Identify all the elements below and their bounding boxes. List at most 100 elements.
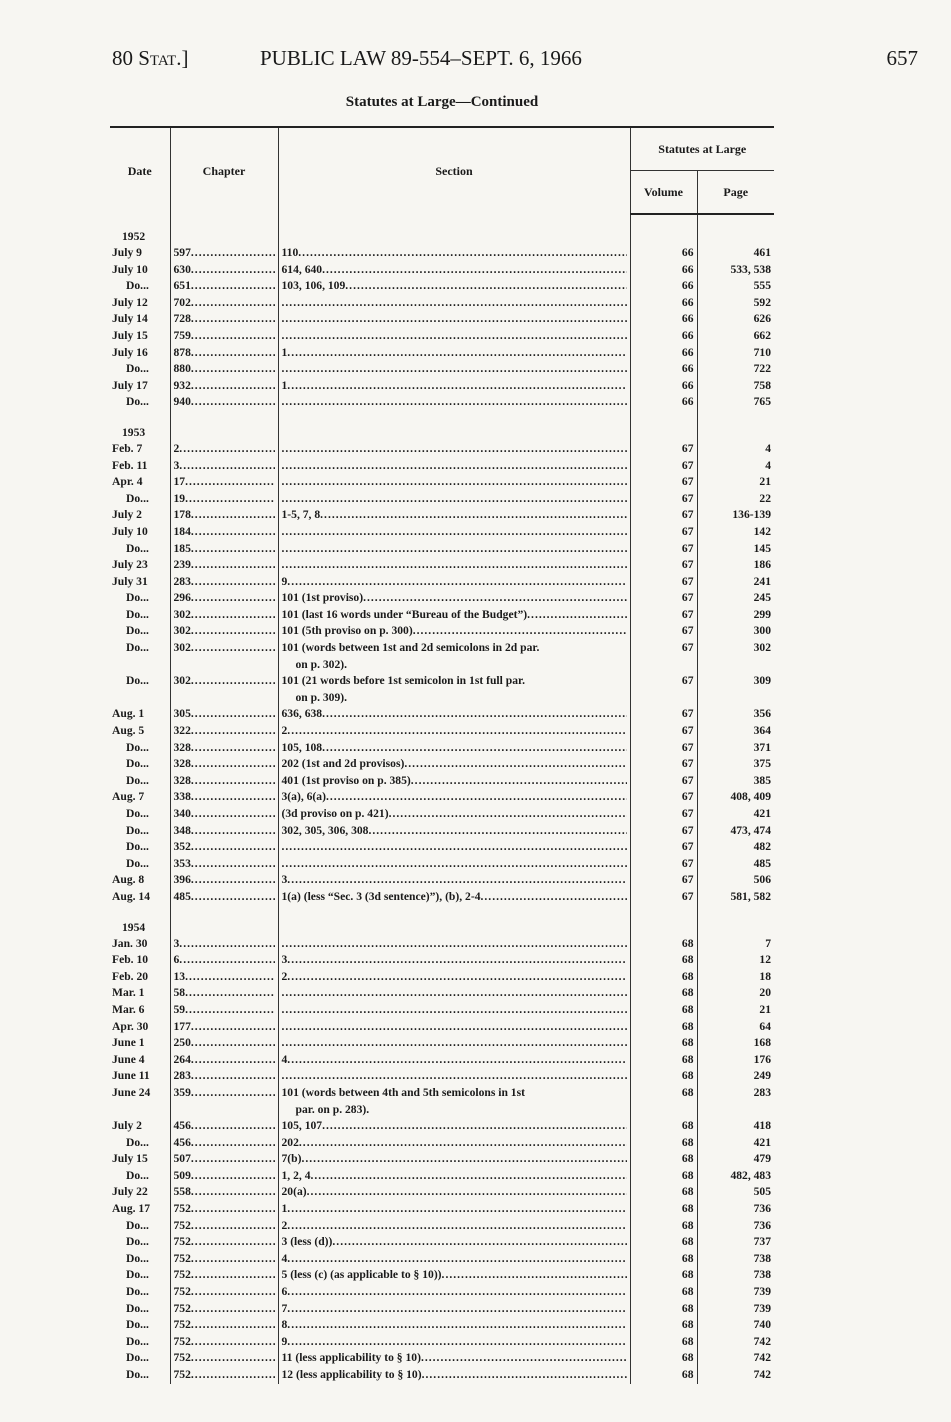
section-cell: 4 (277, 1250, 630, 1268)
chapter-cell: 305 (169, 706, 278, 724)
date-cell: Do... (110, 1350, 170, 1367)
dot-leader (191, 789, 275, 806)
chapter-number: 396 (173, 873, 191, 887)
dot-leader (191, 856, 275, 873)
date-ditto: Do... (126, 395, 149, 409)
section-leader (282, 311, 627, 328)
section-text: (3d proviso on p. 421) (281, 807, 389, 820)
dot-leader (191, 590, 275, 607)
section-text: 1 (281, 345, 288, 359)
date-ditto: Do... (126, 1218, 149, 1232)
date-cell: Do... (110, 856, 170, 873)
chapter-leader: 338 (174, 789, 275, 806)
volume-cell: 66 (629, 311, 697, 328)
page-cell: 739 (696, 1300, 775, 1318)
date-cell: July 16 (112, 345, 148, 359)
empty-cell (169, 919, 278, 936)
section-cell: 101 (1st proviso) (277, 590, 630, 607)
page-cell: 758 (696, 377, 775, 395)
section-leader: 1-5, 7, 8 (282, 507, 627, 524)
section-leader: 103, 106, 109 (282, 278, 627, 295)
volume-cell: 67 (629, 772, 697, 790)
dot-leader (179, 952, 274, 969)
chapter-leader: 752 (174, 1317, 275, 1334)
date-cell: Do... (110, 1284, 170, 1301)
date-ditto: Do... (126, 1285, 149, 1299)
dot-leader (298, 245, 626, 262)
chapter-number: 59 (173, 1002, 186, 1016)
statute-reference: 80 Stat.] (112, 46, 189, 70)
chapter-number: 283 (173, 1069, 191, 1083)
chapter-cell: 13 (169, 968, 278, 986)
dot-leader (301, 1151, 626, 1168)
chapter-number: 239 (173, 558, 191, 572)
section-cell: 105, 107 (277, 1118, 630, 1135)
chapter-number: 752 (173, 1218, 191, 1232)
volume-cell: 67 (629, 440, 697, 458)
page-cell: 385 (696, 772, 775, 790)
volume-cell: 67 (629, 756, 697, 773)
table-row: Feb. 11 3 674 (110, 457, 775, 475)
chapter-number: 752 (173, 1301, 191, 1315)
page-cell: 299 (696, 606, 775, 624)
chapter-number: 184 (173, 524, 191, 538)
page-cell: 421 (696, 1134, 775, 1152)
volume-cell: 67 (629, 523, 697, 541)
section-text: 401 (1st proviso on p. 385) (281, 773, 411, 787)
section-cell: 3 (less (d)) (277, 1234, 630, 1251)
year-label: 1953 (122, 425, 146, 439)
chapter-leader: 728 (174, 311, 275, 328)
dot-leader (307, 1184, 627, 1201)
chapter-number: 302 (173, 641, 191, 655)
section-cell: 1-5, 7, 8 (277, 507, 630, 524)
empty-cell (629, 905, 697, 920)
date-cell: June 4 (112, 1052, 145, 1066)
section-leader (282, 394, 627, 411)
dot-leader (191, 1019, 275, 1036)
empty-cell (696, 919, 775, 936)
volume-cell: 68 (629, 1367, 697, 1384)
chapter-leader: 752 (174, 1284, 275, 1301)
chapter-leader: 328 (174, 756, 275, 773)
chapter-leader: 283 (174, 1068, 275, 1085)
page-cell: 241 (696, 573, 775, 591)
date-cell: Apr. 30 (112, 1019, 149, 1033)
date-ditto: Do... (126, 1135, 149, 1149)
chapter-number: 752 (173, 1285, 191, 1299)
chapter-number: 752 (173, 1268, 191, 1282)
section-cell: 101 (words between 1st and 2d semicolons… (277, 640, 630, 674)
dot-leader (191, 623, 275, 640)
chapter-leader: 17 (174, 474, 275, 491)
chapter-leader: 752 (174, 1251, 275, 1268)
date-cell: Do... (110, 839, 170, 856)
empty-cell (629, 410, 697, 425)
dot-leader (191, 1317, 275, 1334)
header-section: Section (277, 126, 630, 214)
chapter-cell: 302 (169, 640, 278, 674)
page-cell: 18 (696, 968, 775, 986)
chapter-number: 597 (173, 246, 191, 259)
date-cell: Aug. 1 (112, 707, 145, 721)
page-cell: 482 (696, 839, 775, 856)
section-leader: 6 (282, 1284, 627, 1301)
date-cell: Do... (110, 673, 170, 706)
section-cell (277, 311, 630, 328)
page-cell: 473, 474 (696, 822, 775, 840)
section-text: 614, 640 (281, 262, 323, 276)
chapter-cell: 597 (169, 245, 278, 262)
section-leader (282, 361, 627, 378)
dot-leader (287, 969, 626, 986)
dot-leader (299, 1135, 627, 1152)
section-text: 12 (less applicability to § 10) (281, 1368, 422, 1381)
dot-leader (287, 378, 626, 395)
chapter-number: 759 (173, 328, 191, 342)
